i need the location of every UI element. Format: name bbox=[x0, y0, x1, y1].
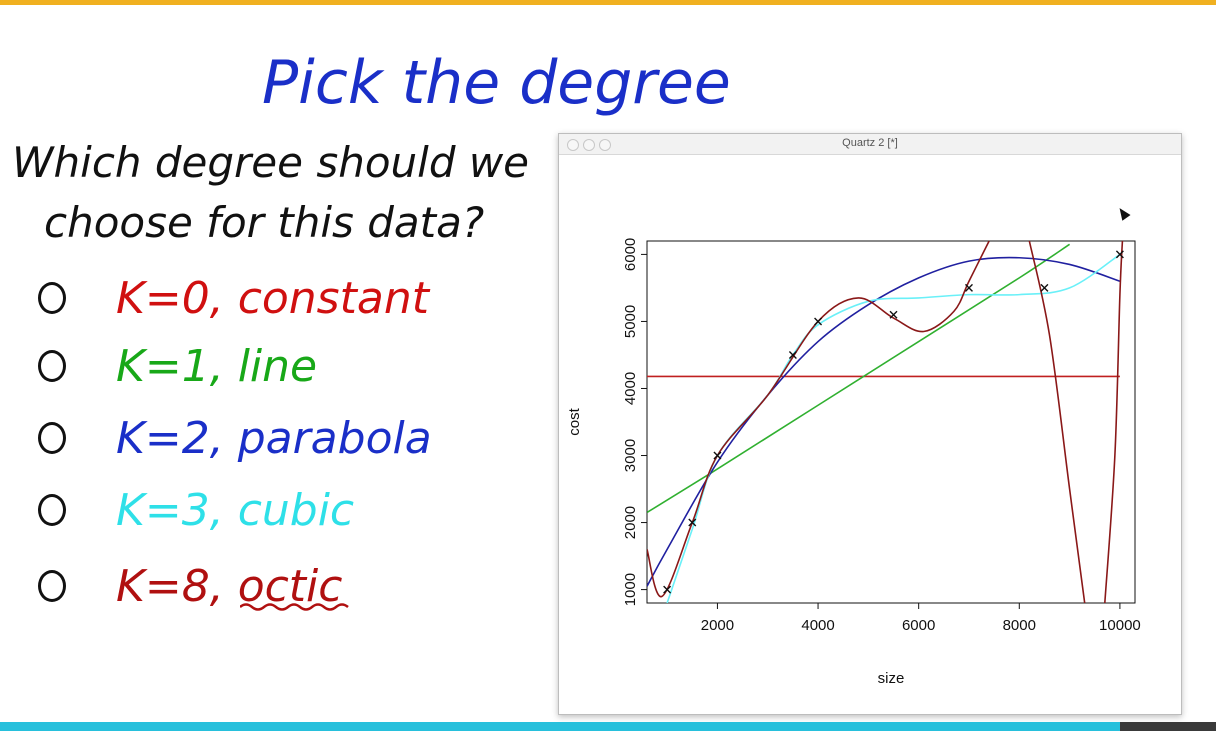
x-tick-label: 4000 bbox=[801, 617, 834, 634]
y-tick-label: 3000 bbox=[622, 439, 639, 472]
radio-k3[interactable] bbox=[38, 494, 66, 526]
minimize-window-icon[interactable] bbox=[583, 139, 595, 151]
option-k1[interactable]: K=1, line bbox=[38, 336, 317, 396]
option-k2[interactable]: K=2, parabola bbox=[38, 408, 432, 468]
option-k3[interactable]: K=3, cubic bbox=[38, 480, 354, 540]
radio-k2[interactable] bbox=[38, 422, 66, 454]
data-point bbox=[889, 310, 898, 319]
data-point bbox=[713, 451, 722, 460]
x-tick-label: 10000 bbox=[1099, 617, 1141, 634]
option-k8-label: K=8, octic bbox=[116, 560, 343, 612]
option-k2-label: K=2, parabola bbox=[116, 412, 432, 464]
window-titlebar[interactable]: Quartz 2 [*] bbox=[559, 134, 1181, 155]
x-axis-label: size bbox=[878, 670, 905, 687]
y-tick-label: 5000 bbox=[622, 305, 639, 338]
y-axis-label: cost bbox=[566, 407, 583, 435]
fit-curve-6 bbox=[1104, 241, 1124, 603]
radio-k0[interactable] bbox=[38, 282, 66, 314]
fit-curve-2 bbox=[647, 256, 1121, 587]
question-line-1: Which degree should we bbox=[12, 138, 530, 187]
fit-curve-5 bbox=[1028, 241, 1086, 603]
data-point bbox=[1040, 283, 1049, 292]
y-tick-label: 2000 bbox=[622, 506, 639, 539]
question-line-2: choose for this data? bbox=[44, 198, 485, 247]
top-accent-bar bbox=[0, 0, 1216, 5]
option-k0[interactable]: K=0, constant bbox=[38, 268, 429, 328]
cost-vs-size-plot: 2000 4000 6000 8000 10000 1000 2000 3000 4000 50… bbox=[566, 238, 1141, 687]
radio-k1[interactable] bbox=[38, 350, 66, 382]
zoom-window-icon[interactable] bbox=[599, 139, 611, 151]
x-tick-label: 8000 bbox=[1003, 617, 1036, 634]
option-k1-label: K=1, line bbox=[116, 340, 318, 392]
radio-k8[interactable] bbox=[38, 570, 66, 602]
data-point bbox=[688, 518, 697, 527]
octic-underline bbox=[240, 603, 349, 611]
y-tick-label: 6000 bbox=[622, 238, 639, 271]
data-point bbox=[663, 585, 672, 594]
fit-curve-4 bbox=[647, 241, 990, 598]
data-point bbox=[1115, 250, 1124, 259]
x-tick-label: 6000 bbox=[902, 617, 935, 634]
data-point bbox=[788, 350, 797, 359]
option-k8[interactable]: K=8, octic bbox=[38, 556, 342, 616]
option-k3-label: K=3, cubic bbox=[116, 484, 355, 536]
data-point bbox=[964, 283, 973, 292]
close-window-icon[interactable] bbox=[567, 139, 579, 151]
option-k0-label: K=0, constant bbox=[116, 272, 429, 324]
bottom-dark-strip bbox=[1120, 722, 1216, 731]
quartz-plot-window[interactable]: Quartz 2 [*] 2000 4000 6000 8000 10000 1000 2… bbox=[558, 133, 1182, 715]
fit-curve-3 bbox=[666, 253, 1121, 603]
data-point bbox=[814, 317, 823, 326]
x-tick-label: 2000 bbox=[701, 617, 734, 634]
page-title: Pick the degree bbox=[262, 48, 731, 118]
y-tick-label: 1000 bbox=[622, 573, 639, 606]
window-title: Quartz 2 [*] bbox=[842, 137, 898, 149]
y-tick-label: 4000 bbox=[622, 372, 639, 405]
plot-frame bbox=[646, 240, 1136, 604]
bottom-accent-bar bbox=[0, 722, 1216, 731]
